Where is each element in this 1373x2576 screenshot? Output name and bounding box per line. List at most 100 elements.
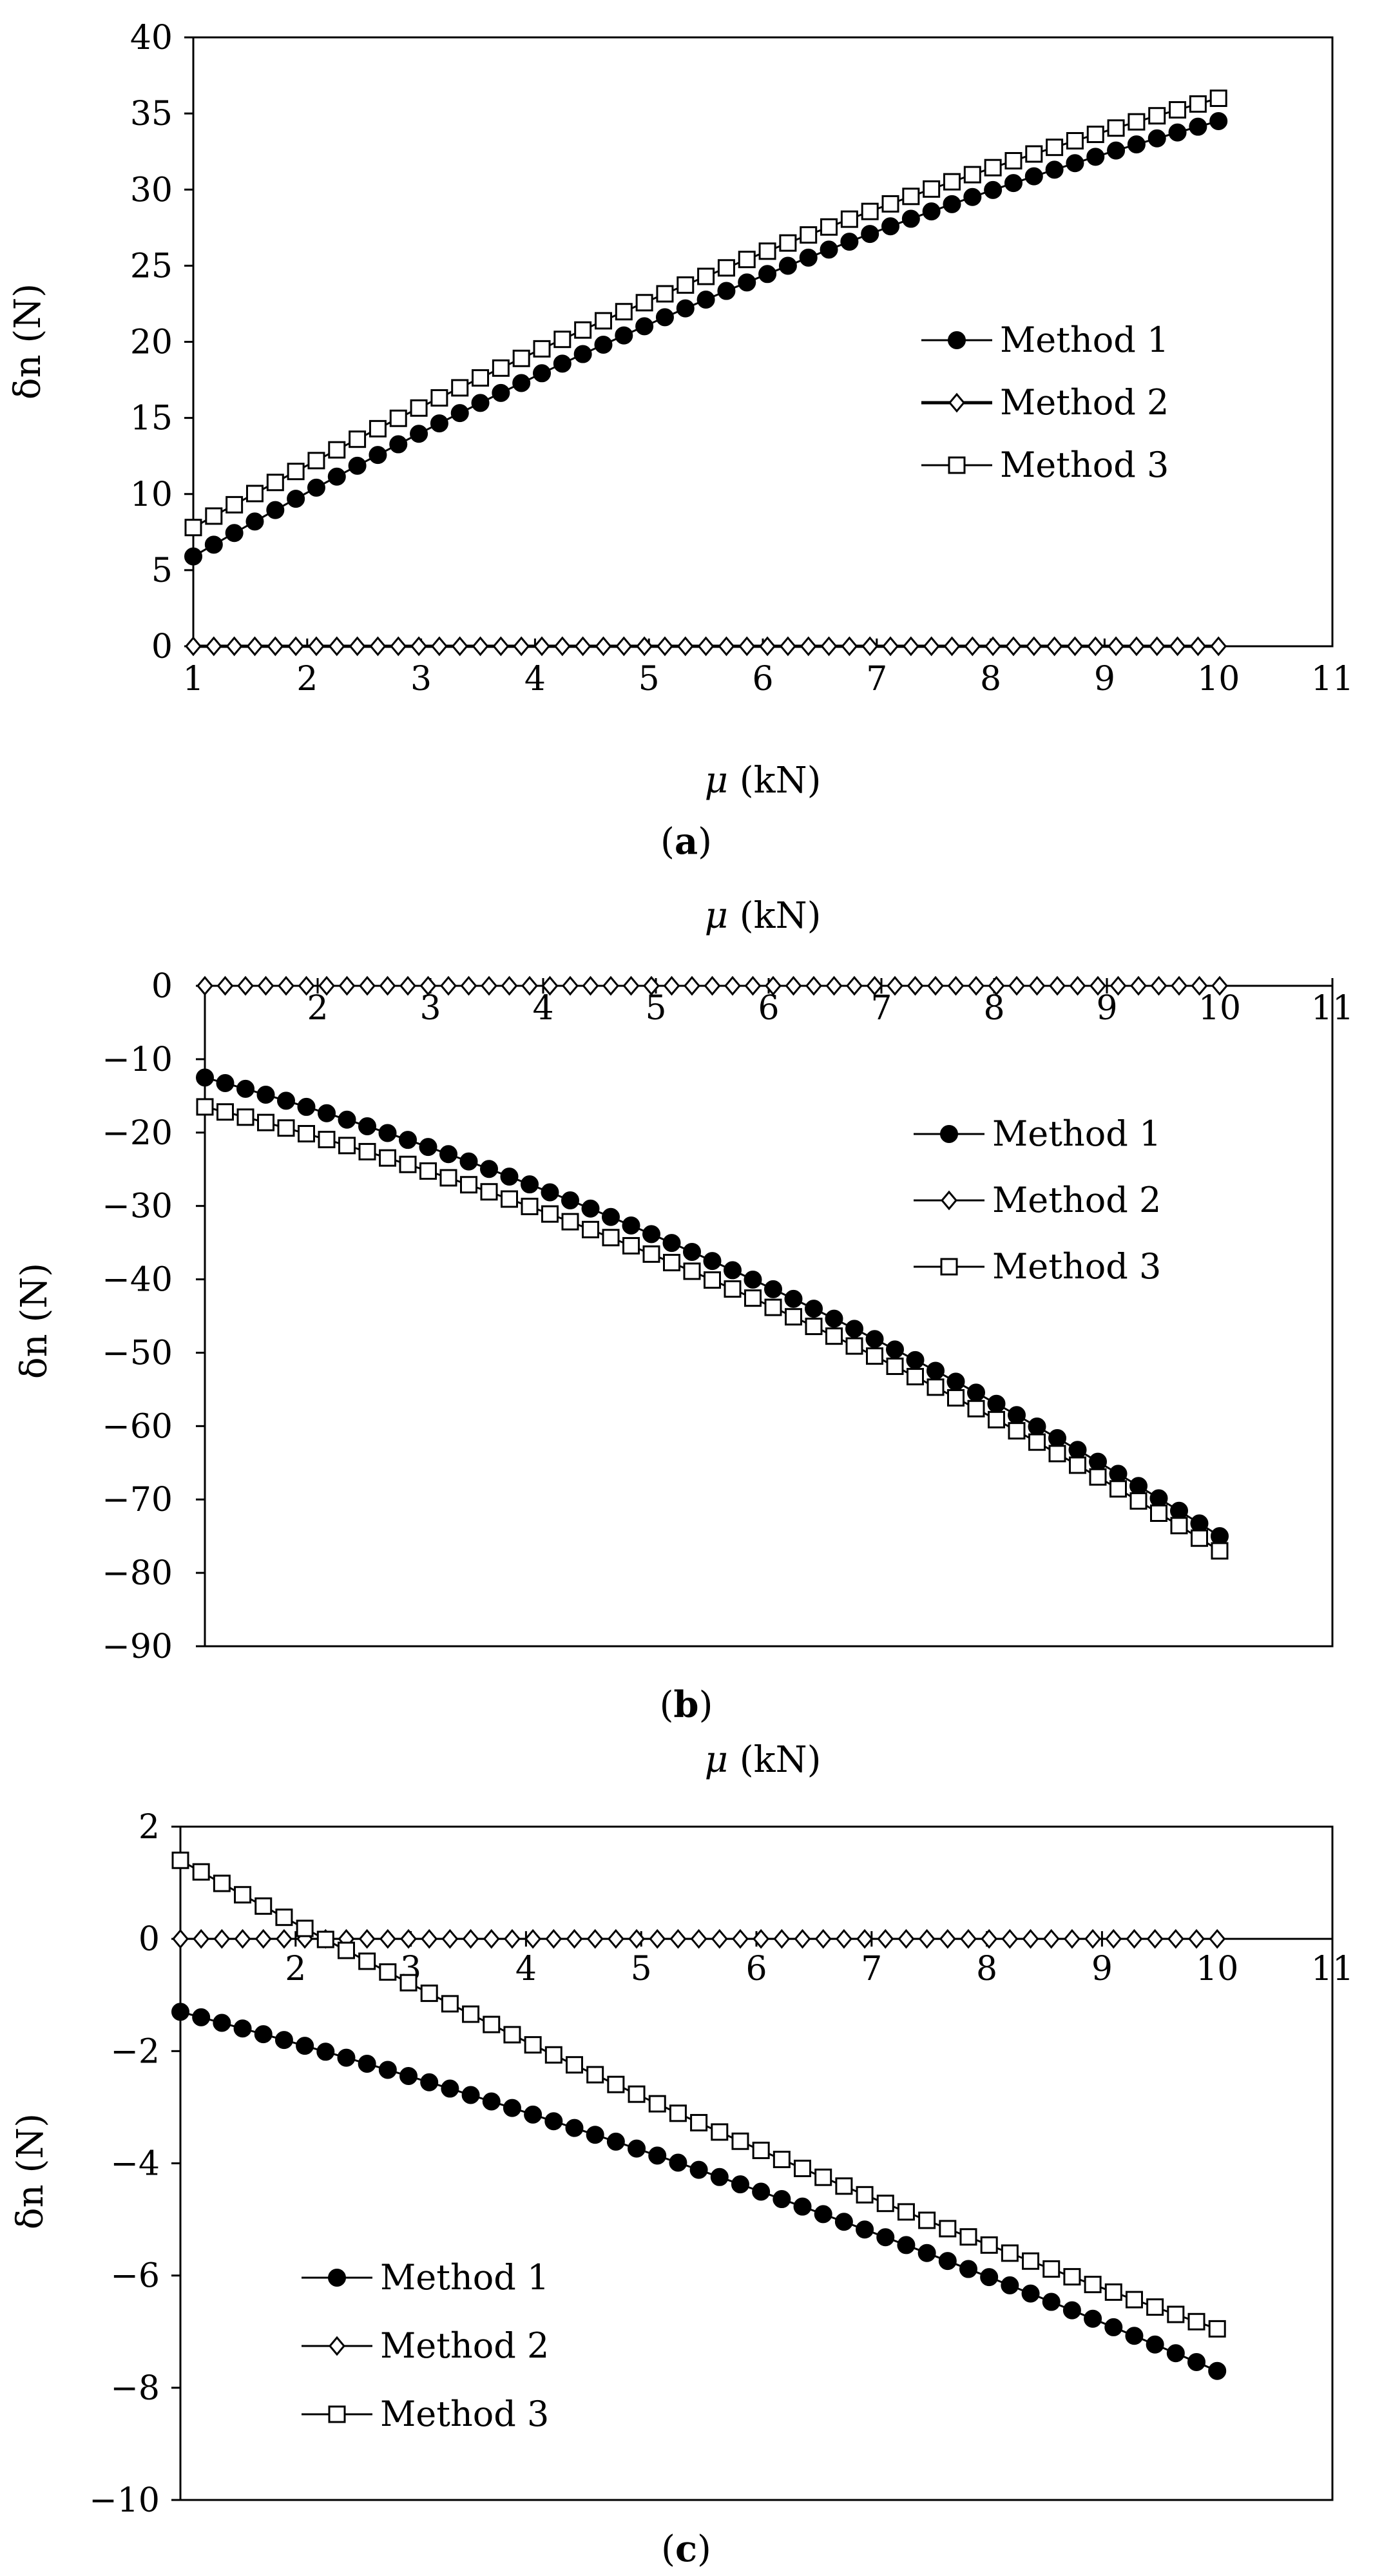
panel-c-method-3-point [1042, 2260, 1061, 2278]
panel-b-method-2-point [968, 976, 984, 996]
panel-b-y-tick-label: −30 [102, 1187, 173, 1226]
panel-c-method-1-point [296, 2037, 314, 2055]
panel-a-method-2-point [492, 636, 510, 657]
panel-c-y-tick-label: 2 [139, 1808, 160, 1847]
panel-b-method-3-point [338, 1137, 356, 1155]
panel-a-method-2-point [1148, 636, 1166, 657]
panel-b-method-2-point [1069, 976, 1086, 996]
panel-a-y-tick-label: 0 [151, 628, 173, 666]
panel-c-method-3-point [1104, 2283, 1122, 2301]
panel-b-x-tick-label: 9 [1096, 989, 1117, 1028]
panel-b-method-2-point [582, 976, 599, 996]
panel-a-method-3-point [1004, 152, 1023, 170]
panel-a-method-1-point [635, 317, 654, 336]
panel-b-method-1-point [886, 1340, 904, 1359]
panel-a-method-2-point [1046, 636, 1063, 657]
panel-b-method-3-point [785, 1308, 802, 1326]
panel-b-method-2-point [298, 976, 315, 996]
panel-b-legend-marker-method-1 [940, 1125, 958, 1143]
panel-b-method-1-point [216, 1074, 235, 1093]
panel-c-method-1-point [274, 2031, 293, 2050]
panel-c-method-2-point [732, 1928, 749, 1949]
panel-c-method-1-point [337, 2048, 356, 2067]
panel-c-method-3-point [1022, 2252, 1040, 2270]
panel-c-method-3-point [607, 2075, 625, 2093]
panel-c-method-1-point [959, 2260, 977, 2278]
panel-c-method-1-point [793, 2197, 812, 2216]
panel-c-x-tick-label: 10 [1196, 1950, 1238, 1988]
panel-c-method-2-point [1022, 1928, 1039, 1949]
panel-c-method-3-point [1187, 2312, 1205, 2331]
panel-b-method-1-point [541, 1183, 559, 1202]
panel-b-method-1-point [1068, 1441, 1087, 1459]
panel-b-method-3-point [1150, 1504, 1167, 1523]
panel-b-method-3-point [277, 1119, 295, 1137]
panel-a-method-3-point [349, 430, 367, 448]
panel-a-method-3-point [1169, 101, 1187, 119]
panel-a-method-1-point [307, 478, 325, 497]
panel-a-method-2-point [226, 636, 243, 657]
panel-b-method-2-point [1008, 976, 1025, 996]
panel-c-method-3-point [628, 2085, 646, 2103]
panel-c-method-3-point [234, 1886, 252, 1904]
panel-b-method-2-point [359, 976, 376, 996]
panel-c-method-1-point [1042, 2292, 1061, 2311]
panel-b-method-1-point [1048, 1429, 1066, 1448]
panel-a-method-1-point [1189, 117, 1207, 136]
panel-a-method-2-point [779, 636, 796, 657]
panel-b-method-3-point [399, 1155, 417, 1173]
panel-c-method-2-point [379, 1928, 396, 1949]
panel-b-method-2-point [521, 976, 538, 996]
panel-b-method-2-point [237, 976, 254, 996]
panel-c-method-3-point [337, 1941, 355, 1959]
panel-b-method-2-point [907, 976, 924, 996]
panel-b-method-3-point [439, 1169, 457, 1187]
panel-a-method-2-point [410, 636, 428, 657]
panel-b-y-tick-label: −80 [102, 1554, 173, 1593]
panel-b-method-2-point [846, 976, 863, 996]
panel-b-method-3-point [1211, 1542, 1229, 1560]
panel-a-method-3-point [410, 399, 428, 417]
panel-c-method-1-point [503, 2099, 521, 2117]
panel-a-method-3-point [615, 303, 633, 321]
panel-c-method-1-point [544, 2112, 563, 2131]
panel-c-method-2-point [628, 1928, 646, 1949]
panel-b-x-tick-label: 6 [758, 989, 779, 1028]
panel-a-method-3-point [1209, 90, 1227, 107]
panel-c-method-2-point [649, 1928, 666, 1949]
panel-c-method-2-point [234, 1928, 251, 1949]
panel-b-legend-label-method-1: Method 1 [992, 1113, 1161, 1154]
panel-c-method-3-point [379, 1963, 397, 1981]
panel-c-method-1-point [876, 2228, 895, 2247]
panel-c-method-1-point [1021, 2284, 1040, 2303]
panel-c-x-tick-label: 4 [515, 1950, 537, 1988]
panel-c-method-3-point [669, 2104, 687, 2122]
panel-a-method-1-point [738, 273, 756, 292]
panel-c-method-3-point [462, 2005, 480, 2023]
panel-b-y-axis-label: δn (N) [14, 1263, 55, 1379]
panel-b-method-2-point [663, 976, 680, 996]
panel-c-method-1-point [938, 2252, 957, 2271]
panel-b-method-2-point [216, 976, 234, 996]
panel-a-method-2-point [430, 636, 448, 657]
panel-a-method-1-point [553, 354, 571, 373]
panel-c-method-1-point [1104, 2318, 1123, 2336]
panel-b-method-2-point [765, 976, 782, 996]
panel-a-y-tick-label: 20 [130, 323, 173, 362]
panel-a-method-1-point [287, 490, 305, 508]
panel-b-method-2-point [785, 976, 802, 996]
panel-c-method-2-point [981, 1928, 998, 1949]
panel-c-method-2-point [1167, 1928, 1184, 1949]
panel-b-method-2-point [399, 976, 416, 996]
panel-a-legend-marker-method-3 [948, 456, 966, 474]
panel-a-method-2-point [307, 636, 325, 657]
panel-a-method-2-point [923, 636, 940, 657]
panel-a-method-1-point [840, 233, 859, 251]
panel-b-y-tick-label: −90 [102, 1628, 173, 1666]
panel-b-method-2-point [562, 976, 579, 996]
panel-c-method-1-point [689, 2160, 708, 2179]
panel-a-x-tick-label: 4 [524, 660, 546, 698]
panel-a-method-3-point [594, 312, 612, 330]
panel-b-method-1-point [1149, 1489, 1168, 1508]
panel-b-method-2-point [1049, 976, 1066, 996]
